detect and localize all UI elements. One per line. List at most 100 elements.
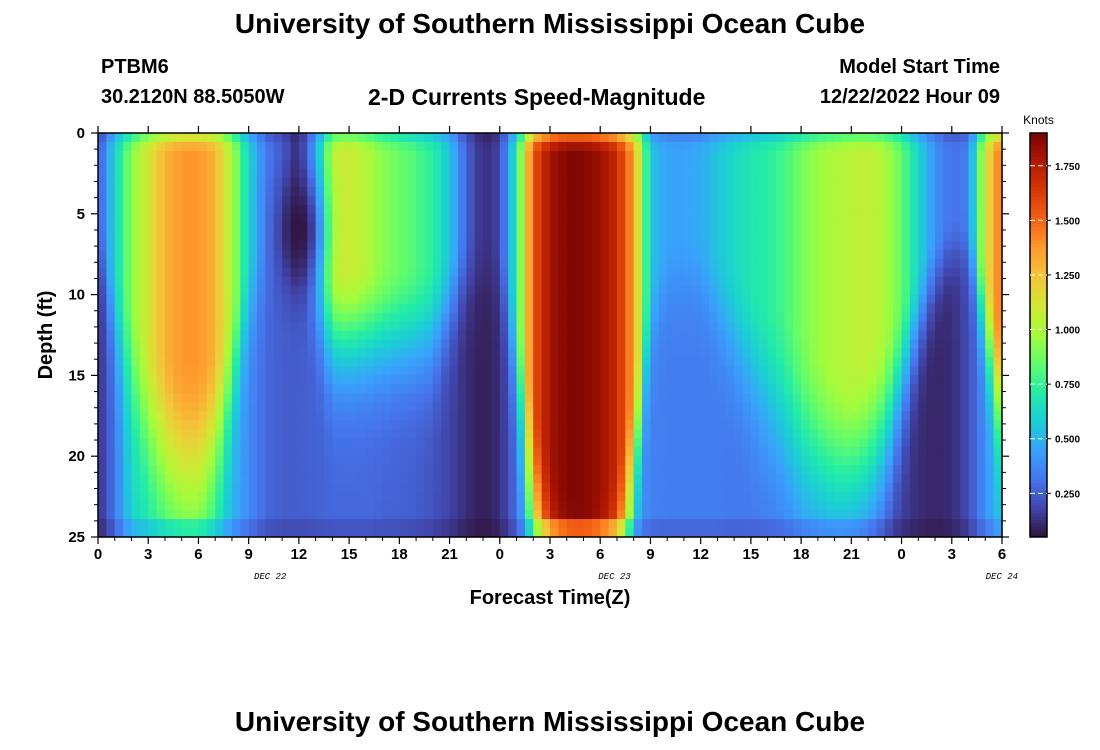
heatmap-cell xyxy=(776,438,785,448)
heatmap-cell xyxy=(625,492,635,502)
heatmap-cell xyxy=(508,519,518,529)
heatmap-cell xyxy=(533,168,543,179)
heatmap-cell xyxy=(265,357,275,368)
heatmap-cell xyxy=(993,133,1003,143)
heatmap-cell xyxy=(282,429,292,439)
heatmap-cell xyxy=(817,420,827,430)
heatmap-cell xyxy=(776,429,785,439)
heatmap-cell xyxy=(164,375,174,385)
heatmap-cell xyxy=(993,348,1003,359)
heatmap-cell xyxy=(524,213,534,224)
heatmap-cell xyxy=(148,339,158,350)
heatmap-cell xyxy=(282,375,292,385)
heatmap-cell xyxy=(642,222,652,233)
heatmap-cell xyxy=(148,213,158,224)
heatmap-cell xyxy=(876,231,886,242)
heatmap-cell xyxy=(466,330,476,341)
heatmap-cell xyxy=(533,177,543,188)
heatmap-cell xyxy=(248,177,258,188)
heatmap-cell xyxy=(190,204,200,215)
heatmap-cell xyxy=(474,294,484,305)
heatmap-cell xyxy=(382,150,392,161)
heatmap-cell xyxy=(156,150,166,161)
heatmap-cell xyxy=(190,276,200,287)
heatmap-cell xyxy=(457,366,467,376)
heatmap-cell xyxy=(658,159,668,170)
heatmap-cell xyxy=(550,150,559,161)
heatmap-cell xyxy=(357,159,367,170)
heatmap-cell xyxy=(960,366,970,376)
heatmap-cell xyxy=(491,393,501,403)
heatmap-cell xyxy=(491,492,501,502)
heatmap-cell xyxy=(407,375,417,385)
heatmap-cell xyxy=(667,501,677,511)
heatmap-cell xyxy=(742,195,752,206)
heatmap-cell xyxy=(608,438,618,448)
heatmap-cell xyxy=(432,186,442,197)
heatmap-cell xyxy=(307,249,317,260)
heatmap-cell xyxy=(993,204,1003,215)
heatmap-cell xyxy=(399,186,409,197)
heatmap-cell xyxy=(893,420,903,430)
heatmap-cell xyxy=(742,150,752,161)
heatmap-cell xyxy=(784,528,794,538)
heatmap-cell xyxy=(340,168,350,179)
heatmap-cell xyxy=(282,357,292,368)
heatmap-cell xyxy=(792,186,802,197)
heatmap-cell xyxy=(524,240,534,251)
heatmap-cell xyxy=(466,186,476,197)
heatmap-cell xyxy=(834,168,844,179)
heatmap-cell xyxy=(884,402,894,412)
heatmap-cell xyxy=(173,186,183,197)
heatmap-cell xyxy=(265,384,275,394)
heatmap-cell xyxy=(558,357,568,368)
heatmap-cell xyxy=(583,366,593,376)
heatmap-cell xyxy=(809,133,819,143)
heatmap-cell xyxy=(976,321,986,332)
heatmap-cell xyxy=(943,150,953,161)
heatmap-cell xyxy=(658,276,668,287)
heatmap-cell xyxy=(834,240,844,251)
heatmap-cell xyxy=(600,303,610,314)
heatmap-cell xyxy=(324,420,333,430)
heatmap-cell xyxy=(901,510,911,520)
heatmap-cell xyxy=(692,204,702,215)
heatmap-cell xyxy=(332,411,342,421)
heatmap-cell xyxy=(608,411,618,421)
heatmap-cell xyxy=(809,456,819,466)
heatmap-cell xyxy=(307,528,317,538)
heatmap-cell xyxy=(725,348,735,359)
heatmap-cell xyxy=(416,393,426,403)
heatmap-cell xyxy=(483,339,493,350)
heatmap-cell xyxy=(909,348,919,359)
heatmap-cell xyxy=(884,519,894,529)
heatmap-cell xyxy=(156,177,166,188)
heatmap-cell xyxy=(667,285,677,296)
heatmap-cell xyxy=(374,348,384,359)
heatmap-cell xyxy=(625,303,635,314)
heatmap-cell xyxy=(315,420,325,430)
heatmap-cell xyxy=(642,420,652,430)
heatmap-cell xyxy=(725,240,735,251)
heatmap-cell xyxy=(893,501,903,511)
heatmap-cell xyxy=(290,384,300,394)
heatmap-cell xyxy=(826,321,836,332)
heatmap-cell xyxy=(667,204,677,215)
heatmap-cell xyxy=(901,294,911,305)
heatmap-cell xyxy=(516,465,526,475)
heatmap-cell xyxy=(976,204,986,215)
heatmap-cell xyxy=(709,294,719,305)
heatmap-cell xyxy=(357,339,367,350)
heatmap-cell xyxy=(591,294,601,305)
heatmap-cell xyxy=(114,510,124,520)
heatmap-cell xyxy=(181,420,191,430)
heatmap-cell xyxy=(390,276,400,287)
heatmap-cell xyxy=(776,420,785,430)
heatmap-cell xyxy=(399,312,409,323)
heatmap-cell xyxy=(533,267,543,278)
heatmap-cell xyxy=(374,501,384,511)
heatmap-cell xyxy=(508,456,518,466)
heatmap-cell xyxy=(625,528,635,538)
heatmap-cell xyxy=(499,195,509,206)
heatmap-cell xyxy=(633,294,643,305)
